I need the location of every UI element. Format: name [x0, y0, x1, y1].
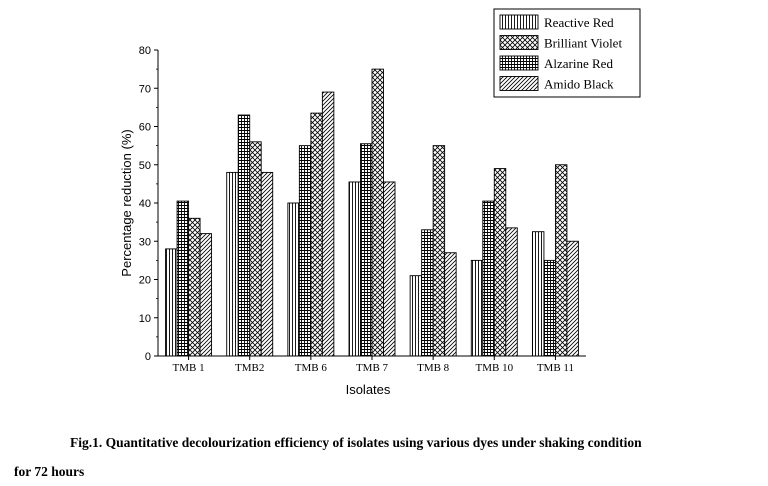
x-axis-label: Isolates	[346, 382, 391, 397]
bar-tmb-11-amido-black	[566, 240, 579, 357]
bar-tmb-8-reactive-red	[409, 275, 423, 357]
x-tick-label: TMB 10	[475, 362, 513, 374]
bar-tmb-7-reactive-red	[348, 181, 361, 357]
chart: 0 10 20 30 40 50 60 70 80 TMB 1 TMB2 TMB 6 TMB 7 TMB …	[119, 8, 641, 397]
bar-tmb-6-reactive-red	[287, 202, 300, 357]
bar-tmb-10-brilliant-violet	[493, 168, 507, 357]
legend-label-amido-black: Amido Black	[544, 77, 614, 92]
y-tick-label: 20	[139, 275, 151, 287]
bar-tmb2-alzarine-red	[237, 114, 251, 357]
y-tick-label: 30	[139, 236, 151, 248]
bar-tmb2-brilliant-violet	[249, 141, 262, 357]
bar-tmb-7-brilliant-violet	[371, 68, 384, 357]
y-axis-label: Percentage reduction (%)	[119, 129, 134, 276]
bar-tmb2-reactive-red	[226, 171, 239, 357]
bar-tmb-6-brilliant-violet	[310, 112, 323, 357]
y-tick-label: 50	[139, 160, 151, 172]
y-tick-label: 0	[145, 351, 151, 363]
legend-label-reactive-red: Reactive Red	[544, 15, 614, 30]
x-tick-label: TMB2	[235, 362, 264, 374]
y-tick-label: 10	[139, 313, 151, 325]
x-tick-label: TMB 1	[173, 362, 205, 374]
y-tick-label: 60	[139, 122, 151, 134]
bar-tmb2-amido-black	[260, 171, 274, 357]
bar-tmb-1-brilliant-violet	[188, 217, 201, 357]
bar-tmb-1-amido-black	[199, 233, 213, 357]
axes: 0 10 20 30 40 50 60 70 80 TMB 1 TMB2 TMB 6 TMB 7 TMB …	[119, 45, 586, 397]
bar-chart-svg: 0 10 20 30 40 50 60 70 80 TMB 1 TMB2 TMB 6 TMB 7 TMB …	[119, 8, 641, 397]
legend-swatch-brilliant-violet	[499, 35, 539, 50]
legend-label-brilliant-violet: Brilliant Violet	[544, 36, 622, 51]
bar-tmb-10-reactive-red	[470, 259, 484, 357]
legend-swatch-reactive-red	[499, 14, 539, 30]
bar-tmb-1-reactive-red	[165, 248, 178, 357]
y-tick-label: 80	[139, 45, 151, 57]
legend-swatch-amido-black	[499, 76, 539, 91]
x-tick-label: TMB 6	[295, 362, 328, 374]
legend-swatch-alzarine-red	[499, 55, 539, 71]
x-tick-label: TMB 7	[356, 362, 389, 374]
bar-tmb-7-alzarine-red	[360, 143, 373, 357]
bar-tmb-10-alzarine-red	[482, 200, 495, 357]
caption-line-1: Fig.1. Quantitative decolourization effi…	[70, 435, 642, 450]
plot-area	[165, 68, 579, 357]
bar-tmb-1-alzarine-red	[176, 200, 190, 357]
bar-tmb-6-alzarine-red	[298, 145, 312, 357]
caption-line-2: for 72 hours	[14, 464, 85, 479]
bar-tmb-8-alzarine-red	[421, 229, 434, 357]
bar-tmb-8-brilliant-violet	[432, 145, 446, 357]
bar-tmb-11-brilliant-violet	[554, 164, 568, 357]
bar-tmb-11-reactive-red	[531, 231, 545, 357]
legend: Reactive Red Brilliant Violet Alzarine Red…	[493, 8, 641, 98]
y-tick-label: 70	[139, 83, 151, 95]
bar-tmb-6-amido-black	[321, 91, 335, 357]
bar-tmb-10-amido-black	[505, 227, 518, 357]
x-tick-label: TMB 11	[537, 362, 574, 374]
bar-tmb-8-amido-black	[444, 252, 457, 357]
legend-label-alzarine-red: Alzarine Red	[544, 56, 613, 71]
figure-caption: Fig.1. Quantitative decolourization effi…	[14, 428, 764, 486]
y-tick-label: 40	[139, 198, 151, 210]
x-tick-label: TMB 8	[417, 362, 450, 374]
bar-tmb-7-amido-black	[383, 181, 396, 357]
bar-tmb-11-alzarine-red	[543, 259, 556, 357]
